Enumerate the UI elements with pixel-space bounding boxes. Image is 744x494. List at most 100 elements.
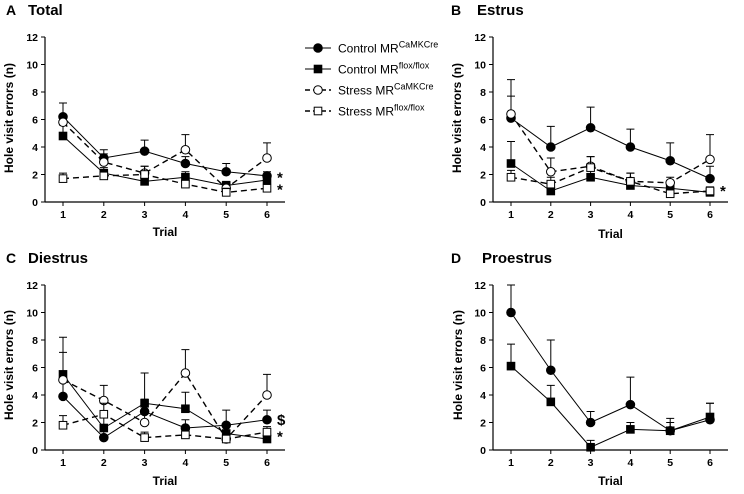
- series-stress-mr-camkcre: [506, 79, 715, 188]
- y-tick-label: 0: [32, 445, 38, 457]
- x-tick-label: 6: [707, 209, 713, 221]
- data-point: [585, 417, 596, 428]
- data-point: [58, 375, 68, 385]
- significance-mark: *: [277, 169, 283, 186]
- x-tick-label: 4: [627, 209, 633, 221]
- legend-label: Stress MRflox/flox: [338, 103, 425, 119]
- x-tick-label: 4: [182, 209, 188, 221]
- data-point: [625, 142, 636, 152]
- y-tick-label: 4: [32, 142, 38, 154]
- data-point: [221, 188, 231, 197]
- data-point: [99, 423, 109, 433]
- x-tick-label: 1: [508, 457, 514, 469]
- x-tick-label: 2: [548, 209, 554, 221]
- legend-item: Control MRCaMKCre: [305, 40, 438, 56]
- data-point: [546, 365, 556, 376]
- series-line: [510, 163, 711, 193]
- panel-title: Proestrus: [482, 250, 552, 267]
- x-axis-label: Trial: [153, 474, 178, 488]
- data-point: [181, 430, 190, 440]
- y-tick-label: 12: [26, 280, 38, 292]
- legend-label-main: Control MR: [338, 63, 399, 77]
- data-point: [180, 368, 191, 378]
- y-tick-label: 2: [32, 417, 38, 429]
- data-point: [546, 179, 556, 189]
- series-line: [510, 365, 711, 448]
- x-axis-label: Trial: [598, 227, 623, 241]
- series-stress-mr-flox-flox: [506, 156, 715, 199]
- x-tick-label: 5: [667, 209, 673, 221]
- data-point: [140, 398, 149, 408]
- series-line: [62, 413, 268, 440]
- panel-letter: C: [6, 250, 16, 266]
- series-stress-mr-camkcre: [58, 349, 272, 444]
- data-point: [99, 171, 109, 181]
- x-tick-label: 6: [707, 457, 713, 469]
- legend-marker: [313, 64, 323, 74]
- legend-marker: [313, 43, 323, 53]
- data-point: [262, 414, 272, 425]
- x-tick-label: 3: [588, 209, 594, 221]
- legend-label-main: Control MR: [338, 42, 399, 56]
- data-point: [221, 434, 231, 444]
- series-stress-mr-flox-flox: [58, 165, 272, 197]
- y-axis-label: Hole visit errors (n): [450, 63, 464, 173]
- legend-label: Stress MRCaMKCre: [338, 82, 434, 98]
- data-point: [221, 166, 231, 177]
- panel-letter: B: [451, 2, 461, 18]
- data-point: [99, 409, 109, 419]
- x-tick-label: 6: [264, 457, 270, 469]
- data-point: [180, 144, 191, 155]
- y-tick-label: 2: [32, 169, 38, 181]
- data-point: [99, 157, 109, 167]
- series-line: [62, 116, 268, 177]
- data-point: [625, 399, 636, 410]
- x-tick-label: 5: [223, 457, 229, 469]
- legend-label-superscript: CaMKCre: [399, 40, 439, 50]
- series-stress-mr-flox-flox: [58, 402, 272, 444]
- x-axis-label: Trial: [598, 474, 623, 488]
- legend-marker: [313, 106, 323, 116]
- y-tick-label: 4: [480, 142, 486, 154]
- data-point: [262, 390, 272, 400]
- y-tick-label: 6: [480, 114, 486, 126]
- series-control-mr-flox-flox: [58, 336, 272, 444]
- y-axis-label: Hole visit errors (n): [2, 310, 16, 420]
- x-tick-label: 1: [508, 209, 514, 221]
- series-control-mr-camkcre: [506, 284, 715, 436]
- data-point: [705, 412, 715, 422]
- x-tick-label: 1: [60, 457, 66, 469]
- y-tick-label: 8: [32, 87, 38, 99]
- x-tick-label: 6: [264, 209, 270, 221]
- series-line: [510, 166, 711, 195]
- data-point: [586, 442, 595, 452]
- data-point: [180, 158, 191, 169]
- series-line: [62, 371, 268, 441]
- y-tick-label: 8: [32, 335, 38, 347]
- data-point: [140, 170, 149, 179]
- data-point: [626, 177, 635, 186]
- series-line: [510, 117, 711, 180]
- series-line: [62, 374, 268, 440]
- data-point: [546, 166, 556, 177]
- y-tick-label: 4: [480, 390, 486, 402]
- series-control-mr-camkcre: [506, 95, 715, 184]
- y-tick-label: 12: [26, 32, 38, 44]
- data-point: [586, 163, 595, 172]
- y-tick-label: 6: [32, 362, 38, 374]
- series-line: [510, 113, 711, 184]
- panel-title: Total: [28, 2, 63, 19]
- x-tick-label: 2: [101, 209, 107, 221]
- panel-title: Estrus: [477, 2, 524, 19]
- data-point: [506, 159, 516, 168]
- data-point: [58, 131, 68, 141]
- legend-item: Stress MRCaMKCre: [305, 82, 434, 98]
- data-point: [506, 307, 516, 318]
- legend-label-superscript: CaMKCre: [394, 82, 434, 92]
- x-tick-label: 3: [588, 457, 594, 469]
- panel-letter: D: [451, 250, 461, 266]
